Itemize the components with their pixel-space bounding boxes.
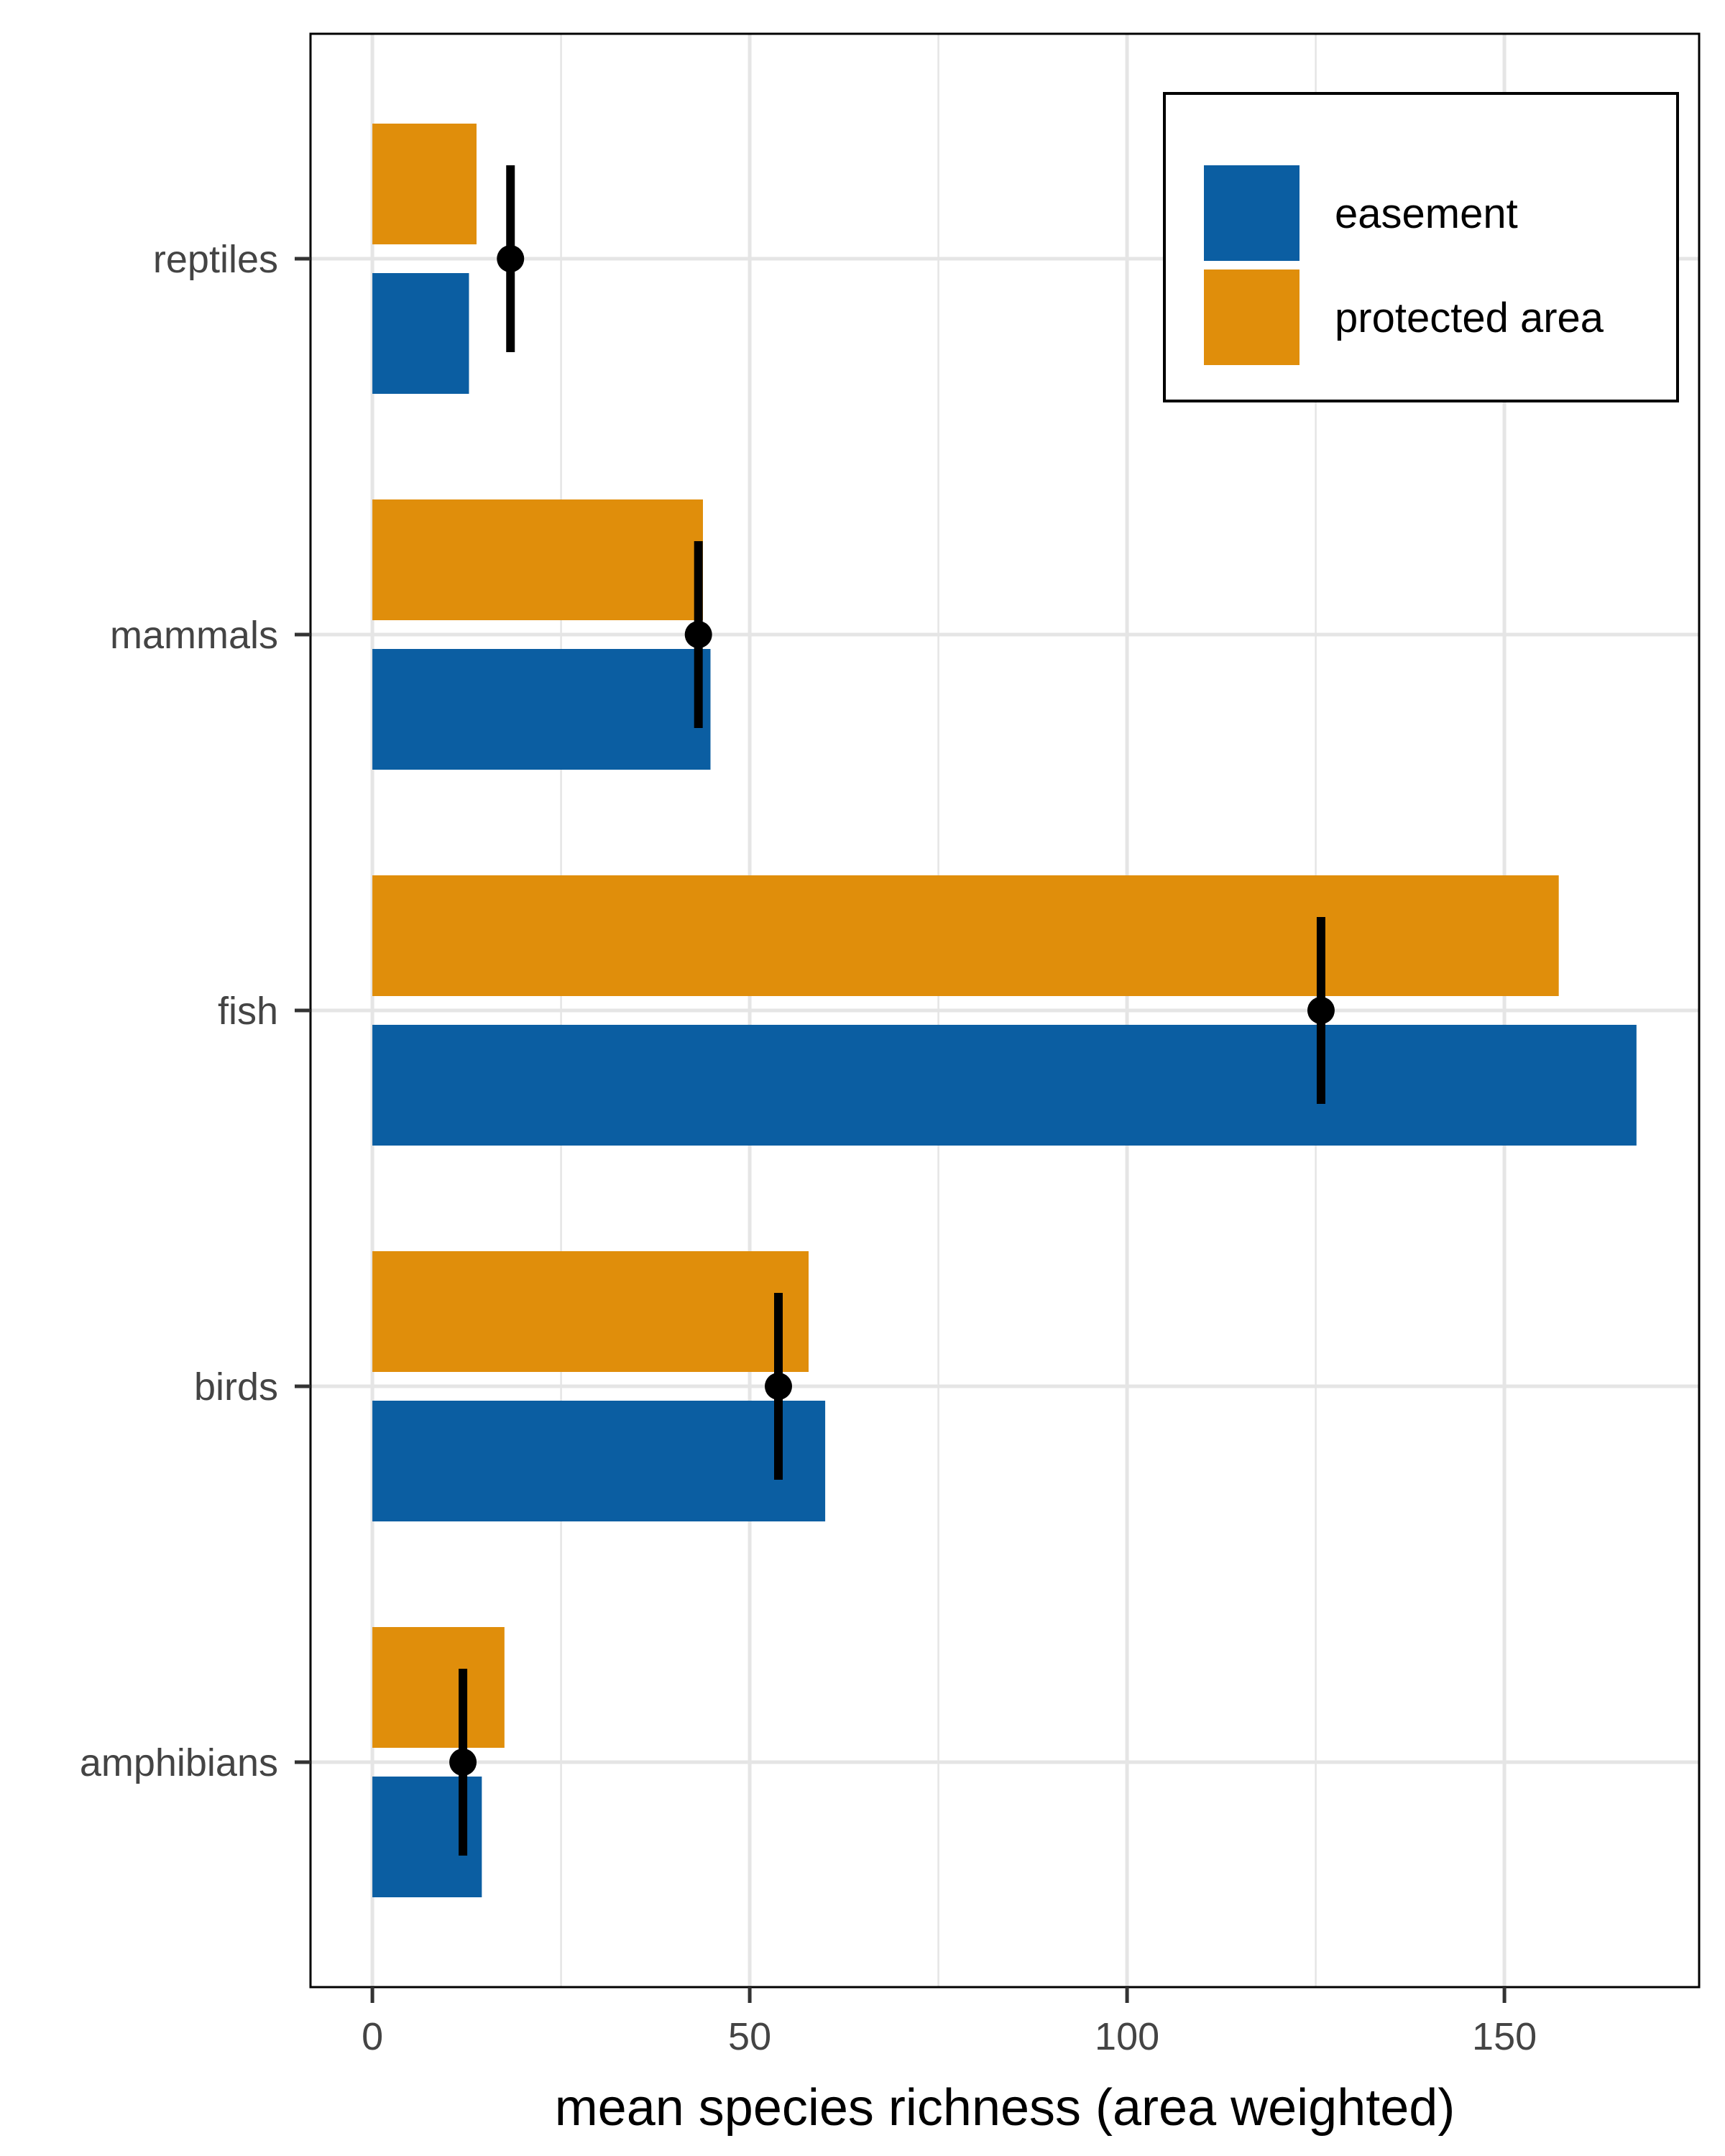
- x-tick-label-50: 50: [728, 2015, 771, 2058]
- y-tick-label-fish: fish: [218, 990, 278, 1033]
- point-birds: [765, 1373, 792, 1400]
- bar-protected-area-amphibians: [372, 1627, 505, 1748]
- bar-easement-fish: [372, 1025, 1637, 1146]
- x-tick-label-100: 100: [1095, 2015, 1159, 2058]
- point-amphibians: [449, 1749, 477, 1776]
- legend-key-easement: [1204, 165, 1300, 261]
- legend-label-easement: easement: [1335, 190, 1518, 237]
- y-tick-label-reptiles: reptiles: [153, 238, 278, 281]
- y-tick-label-amphibians: amphibians: [80, 1741, 278, 1784]
- bar-protected-area-fish: [372, 875, 1559, 996]
- legend-label-protected-area: protected area: [1335, 295, 1604, 341]
- bars-layer: [372, 124, 1637, 1897]
- point-mammals: [684, 621, 712, 648]
- x-tick-label-0: 0: [362, 2015, 383, 2058]
- points-layer: [449, 165, 1335, 1856]
- legend: easement protected area: [1163, 92, 1679, 402]
- x-axis: 0 50 100 150: [362, 1987, 1537, 2058]
- bar-protected-area-birds: [372, 1251, 809, 1372]
- bar-easement-mammals: [372, 649, 711, 770]
- x-axis-title: mean species richness (area weighted): [555, 2079, 1455, 2137]
- x-tick-label-150: 150: [1472, 2015, 1537, 2058]
- y-tick-label-birds: birds: [194, 1365, 278, 1409]
- bar-protected-area-reptiles: [372, 124, 477, 244]
- y-axis: amphibians birds fish mammals reptiles: [80, 238, 310, 1784]
- y-tick-label-mammals: mammals: [110, 614, 278, 657]
- bar-easement-reptiles: [372, 273, 469, 394]
- point-reptiles: [497, 245, 525, 272]
- bar-easement-birds: [372, 1401, 826, 1521]
- legend-key-protected-area: [1204, 270, 1300, 365]
- point-fish: [1307, 997, 1335, 1024]
- bar-protected-area-mammals: [372, 499, 703, 620]
